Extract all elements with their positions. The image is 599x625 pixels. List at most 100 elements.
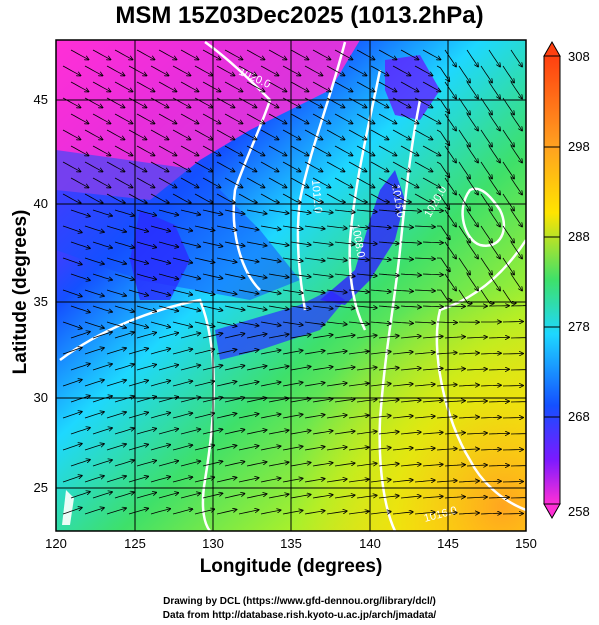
- wind-streamline: [444, 273, 456, 291]
- wind-streamline: [392, 480, 413, 482]
- wind-streamline: [414, 416, 435, 418]
- wind-streamline: [392, 193, 411, 202]
- wind-streamline: [70, 177, 89, 188]
- wind-streamline: [268, 81, 287, 92]
- wind-streamline: [172, 225, 192, 231]
- wind-streamline: [422, 177, 441, 188]
- wind-streamline: [216, 350, 237, 355]
- wind-streamline: [400, 145, 419, 156]
- wind-streamline: [378, 464, 399, 466]
- wind-streamline: [334, 431, 355, 435]
- wind-streamline: [312, 367, 333, 371]
- wind-streamline: [158, 81, 177, 92]
- wind-streamline: [282, 321, 303, 325]
- wind-streamline: [158, 145, 177, 156]
- wind-streamline: [414, 193, 433, 202]
- wind-streamline: [370, 129, 389, 140]
- y-axis-ticks: 25 30 35 40 45: [34, 92, 48, 495]
- wind-streamline: [114, 209, 134, 216]
- wind-streamline: [378, 81, 397, 92]
- wind-streamline: [84, 348, 104, 355]
- wind-streamline: [106, 380, 126, 387]
- wind-streamline: [356, 177, 375, 188]
- wind-streamline: [356, 49, 375, 60]
- wind-streamline: [114, 364, 134, 371]
- wind-streamline: [106, 65, 125, 76]
- wind-streamline: [246, 241, 267, 246]
- wind-streamline: [326, 258, 347, 260]
- wind-streamline: [260, 446, 281, 451]
- wind-streamline: [502, 322, 523, 323]
- wind-streamline: [224, 113, 243, 124]
- wind-streamline: [458, 449, 479, 450]
- wind-streamline: [466, 145, 478, 163]
- wind-streamline: [216, 65, 235, 76]
- wind-streamline: [92, 273, 112, 280]
- wind-streamline: [238, 350, 259, 355]
- wind-streamline: [378, 432, 399, 434]
- cold-airmass-region: [56, 40, 360, 200]
- map-grid: [56, 40, 526, 531]
- wind-streamline: [202, 81, 221, 92]
- wind-streamline: [370, 448, 391, 450]
- wind-streamline: [62, 193, 81, 203]
- wind-streamline: [304, 321, 325, 325]
- wind-streamline: [136, 365, 156, 371]
- wind-streamline: [238, 193, 257, 203]
- wind-streamline: [422, 49, 441, 60]
- wind-streamline: [106, 444, 126, 451]
- wind-streamline: [128, 412, 148, 419]
- wind-streamline: [260, 161, 279, 172]
- wind-streamline: [84, 412, 104, 419]
- wind-streamline: [224, 366, 245, 371]
- wind-streamline: [326, 193, 345, 202]
- wind-streamline: [326, 447, 347, 451]
- wind-streamline: [128, 65, 147, 76]
- wind-streamline: [480, 481, 501, 482]
- wind-streamline: [502, 514, 523, 515]
- wind-streamline: [136, 113, 155, 124]
- wind-streamline: [70, 460, 90, 467]
- wind-streamline: [480, 65, 492, 83]
- wind-streamline: [114, 177, 133, 188]
- wind-streamline: [488, 369, 509, 370]
- isobar-1020-west: [204, 40, 272, 291]
- wind-streamline: [466, 369, 487, 370]
- wind-streamline: [312, 273, 333, 277]
- wind-streamline: [356, 431, 377, 435]
- wind-streamline: [62, 321, 82, 329]
- wind-streamline: [92, 209, 112, 216]
- wind-streamline: [488, 433, 509, 434]
- wind-streamline: [128, 257, 148, 264]
- wind-streamline: [400, 336, 421, 338]
- wind-streamline: [150, 509, 170, 515]
- wind-streamline: [400, 368, 421, 370]
- wind-streamline: [392, 416, 413, 418]
- wind-streamline: [84, 225, 104, 232]
- wind-streamline: [466, 433, 487, 434]
- wind-streamline: [268, 177, 287, 188]
- wind-streamline: [444, 177, 456, 195]
- wind-streamline: [378, 274, 399, 276]
- wind-streamline: [290, 463, 311, 467]
- wind-streamline: [136, 333, 156, 339]
- wind-streamline: [392, 290, 413, 291]
- wind-streamline: [70, 364, 90, 371]
- wind-streamline: [260, 321, 281, 326]
- wind-streamline: [488, 113, 500, 131]
- wind-streamline: [224, 49, 243, 60]
- wind-streamline: [238, 65, 257, 76]
- wind-streamline: [282, 289, 303, 293]
- wind-streamline: [92, 428, 112, 435]
- colorbar-tick-258: 258: [568, 504, 590, 519]
- wind-streamline: [304, 129, 323, 140]
- figure-title: MSM 15Z03Dec2025 (1013.2hPa): [115, 2, 484, 29]
- wind-streamline: [356, 399, 377, 403]
- wind-streamline: [62, 380, 82, 387]
- wind-streamline: [92, 81, 111, 92]
- wind-streamline: [400, 113, 419, 124]
- wind-streamline: [282, 225, 303, 229]
- wind-streamline: [444, 49, 456, 67]
- y-tick-25: 25: [34, 480, 48, 495]
- isobar-1016-east: [378, 99, 422, 531]
